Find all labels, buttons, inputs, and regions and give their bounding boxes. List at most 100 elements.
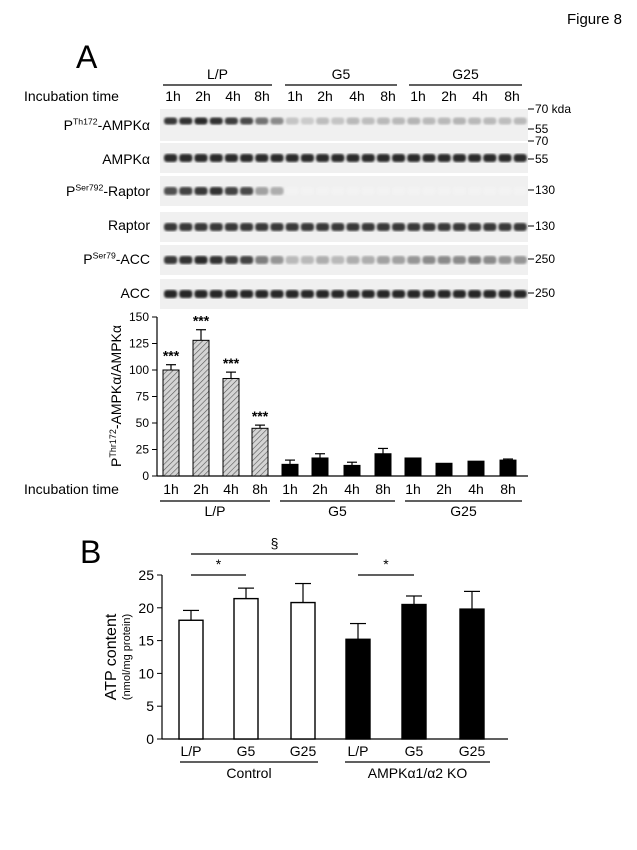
blot-band-0-9 — [300, 117, 314, 125]
chart-b-ytick-label-2: 10 — [138, 665, 154, 681]
chart-b-group-label-0: Control — [226, 765, 271, 781]
blot-band-3-11 — [331, 223, 345, 231]
blot-band-2-14 — [376, 187, 390, 195]
blot-band-0-20 — [468, 117, 482, 125]
chart-b-xtick-label-0: L/P — [180, 743, 201, 759]
blot-band-3-23 — [513, 223, 527, 231]
blot-band-3-12 — [346, 223, 360, 231]
blot-band-2-2 — [194, 187, 208, 195]
chart-a-ytick-label-5: 125 — [129, 337, 149, 351]
blot-band-1-13 — [361, 154, 375, 162]
blot-label-3: Raptor — [108, 217, 150, 233]
blot-label-2-main: -Raptor — [103, 183, 150, 199]
blot-band-5-8 — [285, 290, 299, 298]
blot-band-3-21 — [483, 223, 497, 231]
blot-band-4-4 — [224, 256, 238, 264]
blot-band-0-12 — [346, 117, 360, 125]
blot-band-0-13 — [361, 117, 375, 125]
blot-band-2-20 — [468, 187, 482, 195]
blot-band-5-12 — [346, 290, 360, 298]
figure-label: Figure 8 — [567, 11, 622, 28]
blot-band-4-10 — [316, 256, 330, 264]
chart-a-xtick-label-7: 8h — [375, 481, 391, 497]
blot-label-4-main: -ACC — [116, 251, 150, 267]
blot-label-0-main: -AMPKα — [98, 117, 150, 133]
group-header-0: L/P — [207, 66, 228, 82]
blot-band-1-18 — [437, 154, 451, 162]
blot-time-2-1: 2h — [441, 88, 457, 104]
chart-a-xtick-label-3: 8h — [252, 481, 268, 497]
blot-band-0-10 — [316, 117, 330, 125]
chart-a-ytick-label-0: 0 — [142, 469, 149, 483]
blot-label-2-pre: P — [66, 183, 75, 199]
blot-band-2-10 — [316, 187, 330, 195]
blot-label-4-sup: Ser79 — [93, 251, 116, 261]
chart-a-ylabel-sup: Thr172 — [108, 429, 118, 458]
chart-a-group-label-0: L/P — [204, 503, 225, 519]
blot-band-4-5 — [240, 256, 254, 264]
chart-a-xtick-label-5: 2h — [312, 481, 328, 497]
blot-band-3-9 — [300, 223, 314, 231]
chart-b-ytick-label-5: 25 — [138, 567, 154, 583]
blot-band-2-4 — [224, 187, 238, 195]
blot-band-3-13 — [361, 223, 375, 231]
blot-label-5: ACC — [120, 285, 150, 301]
blot-label-1-main: AMPKα — [102, 151, 150, 167]
blot-label-0: PTh172-AMPKα — [64, 117, 150, 133]
chart-b-bar-4 — [401, 603, 427, 740]
blot-time-1-2: 4h — [349, 88, 365, 104]
blot-band-0-3 — [209, 117, 223, 125]
blot-band-5-10 — [316, 290, 330, 298]
blot-band-5-19 — [452, 290, 466, 298]
blot-band-5-23 — [513, 290, 527, 298]
blot-band-3-5 — [240, 223, 254, 231]
blot-band-4-19 — [452, 256, 466, 264]
blot-band-5-20 — [468, 290, 482, 298]
chart-b-bar-2 — [290, 601, 316, 740]
blot-label-3-main: Raptor — [108, 217, 150, 233]
chart-a-bar-11 — [499, 459, 517, 477]
blot-band-3-8 — [285, 223, 299, 231]
blot-band-5-22 — [498, 290, 512, 298]
blot-band-0-1 — [179, 117, 193, 125]
blot-band-4-0 — [164, 256, 178, 264]
blot-band-4-14 — [376, 256, 390, 264]
blot-band-5-16 — [407, 290, 421, 298]
blot-band-1-12 — [346, 154, 360, 162]
blot-band-1-14 — [376, 154, 390, 162]
chart-a-xtick-label-6: 4h — [344, 481, 360, 497]
chart-b-xtick-label-4: G5 — [405, 743, 424, 759]
blot-band-4-13 — [361, 256, 375, 264]
chart-b-group-label-1: AMPKα1/α2 KO — [368, 765, 468, 781]
blot-band-4-2 — [194, 256, 208, 264]
blot-band-4-3 — [209, 256, 223, 264]
blot-band-2-15 — [392, 187, 406, 195]
blot-band-4-15 — [392, 256, 406, 264]
blot-band-4-8 — [285, 256, 299, 264]
blot-band-5-18 — [437, 290, 451, 298]
blot-band-5-1 — [179, 290, 193, 298]
blot-band-3-20 — [468, 223, 482, 231]
chart-b-xtick-label-2: G25 — [290, 743, 317, 759]
blot-band-2-19 — [452, 187, 466, 195]
blot-band-5-4 — [224, 290, 238, 298]
blot-band-3-18 — [437, 223, 451, 231]
blot-band-0-11 — [331, 117, 345, 125]
blot-band-0-17 — [422, 117, 436, 125]
group-header-1: G5 — [332, 66, 351, 82]
chart-a-group-label-2: G25 — [450, 503, 477, 519]
chart-a-xtick-label-0: 1h — [163, 481, 179, 497]
blot-band-1-20 — [468, 154, 482, 162]
blot-band-2-13 — [361, 187, 375, 195]
blot-band-0-19 — [452, 117, 466, 125]
blot-band-3-19 — [452, 223, 466, 231]
blot-label-0-sup: Th172 — [73, 117, 98, 127]
blot-band-2-16 — [407, 187, 421, 195]
chart-a-ytick-label-1: 25 — [136, 443, 150, 457]
blot-band-2-6 — [255, 187, 269, 195]
blot-band-0-4 — [224, 117, 238, 125]
blot-band-3-6 — [255, 223, 269, 231]
blot-band-2-8 — [285, 187, 299, 195]
blot-band-4-22 — [498, 256, 512, 264]
blot-band-3-22 — [498, 223, 512, 231]
